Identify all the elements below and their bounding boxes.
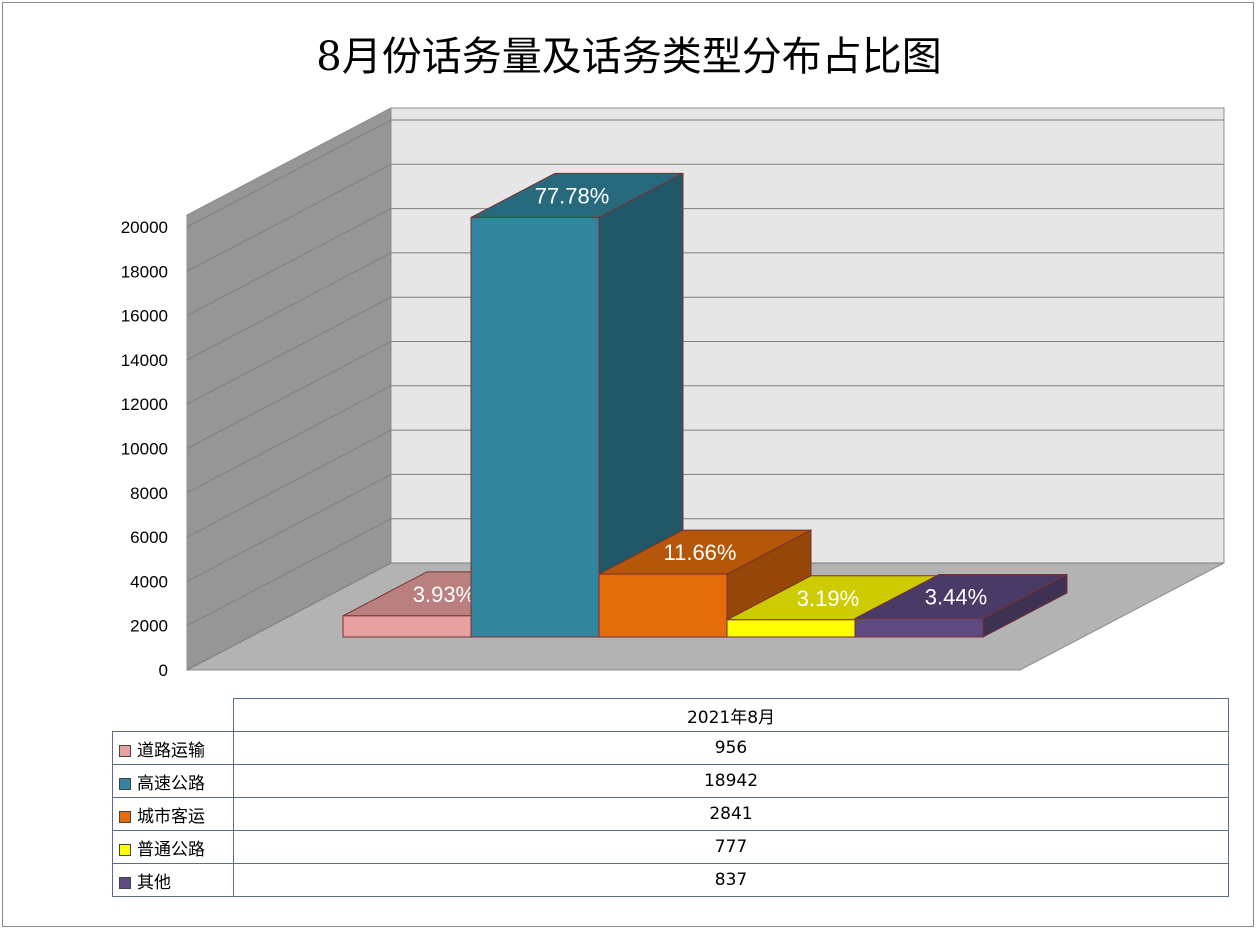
gridline xyxy=(186,385,392,494)
legend-swatch xyxy=(119,876,131,889)
table-row-value: 2841 xyxy=(233,797,1229,831)
gridline xyxy=(186,341,392,449)
series-name: 城市客运 xyxy=(137,806,205,827)
data-table: 2021年8月 道路运输 956 高速公路 18942 城市客运 2841 普通… xyxy=(112,698,1229,897)
y-tick-label: 6000 xyxy=(130,528,168,547)
table-row-name: 其他 xyxy=(112,863,234,897)
table-row: 普通公路 777 xyxy=(112,830,1229,864)
legend-swatch xyxy=(119,777,131,790)
y-tick-label: 18000 xyxy=(121,262,168,281)
y-tick-label: 14000 xyxy=(121,351,168,370)
y-tick-label: 8000 xyxy=(130,484,168,503)
bar-front-5 xyxy=(854,617,984,638)
table-row-name: 道路运输 xyxy=(112,731,234,765)
table-row: 其他 837 xyxy=(112,863,1229,897)
table-row-name: 高速公路 xyxy=(112,764,234,798)
chart-title: 8月份话务量及话务类型分布占比图 xyxy=(316,34,942,80)
bar-front-4 xyxy=(726,619,856,638)
table-row-value: 18942 xyxy=(233,764,1229,798)
series-name: 道路运输 xyxy=(137,740,205,761)
table-row: 城市客运 2841 xyxy=(112,797,1229,831)
legend-swatch xyxy=(119,744,131,757)
series-name: 其他 xyxy=(137,872,171,893)
y-tick-label: 20000 xyxy=(121,218,168,237)
data-label: 11.66% xyxy=(664,540,737,565)
table-header-cell: 2021年8月 xyxy=(233,698,1229,732)
table-row: 道路运输 956 xyxy=(112,731,1229,765)
gridline xyxy=(186,296,392,405)
y-tick-label: 16000 xyxy=(121,307,168,326)
data-label: 3.19% xyxy=(797,586,859,611)
gridline xyxy=(186,429,392,538)
data-label: 3.44% xyxy=(925,584,987,609)
table-row-name: 城市客运 xyxy=(112,797,234,831)
bar-front-3 xyxy=(598,573,728,638)
gridline xyxy=(186,252,392,361)
y-tick-label: 2000 xyxy=(130,617,168,636)
table-header-row: 2021年8月 xyxy=(112,698,1229,732)
y-tick-label: 0 xyxy=(159,661,168,680)
bar-front-2 xyxy=(470,216,600,638)
table-corner-cell xyxy=(112,698,234,732)
y-tick-label: 4000 xyxy=(130,572,168,591)
gridline xyxy=(186,208,392,317)
gridline xyxy=(186,119,392,228)
gridline xyxy=(186,518,392,627)
table-row: 高速公路 18942 xyxy=(112,764,1229,798)
gridline xyxy=(186,473,392,582)
bar-front-1 xyxy=(342,615,472,638)
gridline xyxy=(186,562,392,671)
data-label: 3.93% xyxy=(413,582,475,607)
gridline xyxy=(186,163,392,272)
y-tick-label: 10000 xyxy=(121,440,168,459)
table-row-value: 837 xyxy=(233,863,1229,897)
legend-swatch xyxy=(119,810,131,823)
table-row-name: 普通公路 xyxy=(112,830,234,864)
chart-plot-area: 0 2000 4000 6000 8000 10000 12000 14000 16000 180… xyxy=(121,107,1225,680)
series-name: 高速公路 xyxy=(137,773,205,794)
legend-swatch xyxy=(119,843,131,856)
table-row-value: 956 xyxy=(233,731,1229,765)
y-tick-label: 12000 xyxy=(121,395,168,414)
series-name: 普通公路 xyxy=(137,839,205,860)
table-row-value: 777 xyxy=(233,830,1229,864)
data-label: 77.78% xyxy=(535,183,610,208)
